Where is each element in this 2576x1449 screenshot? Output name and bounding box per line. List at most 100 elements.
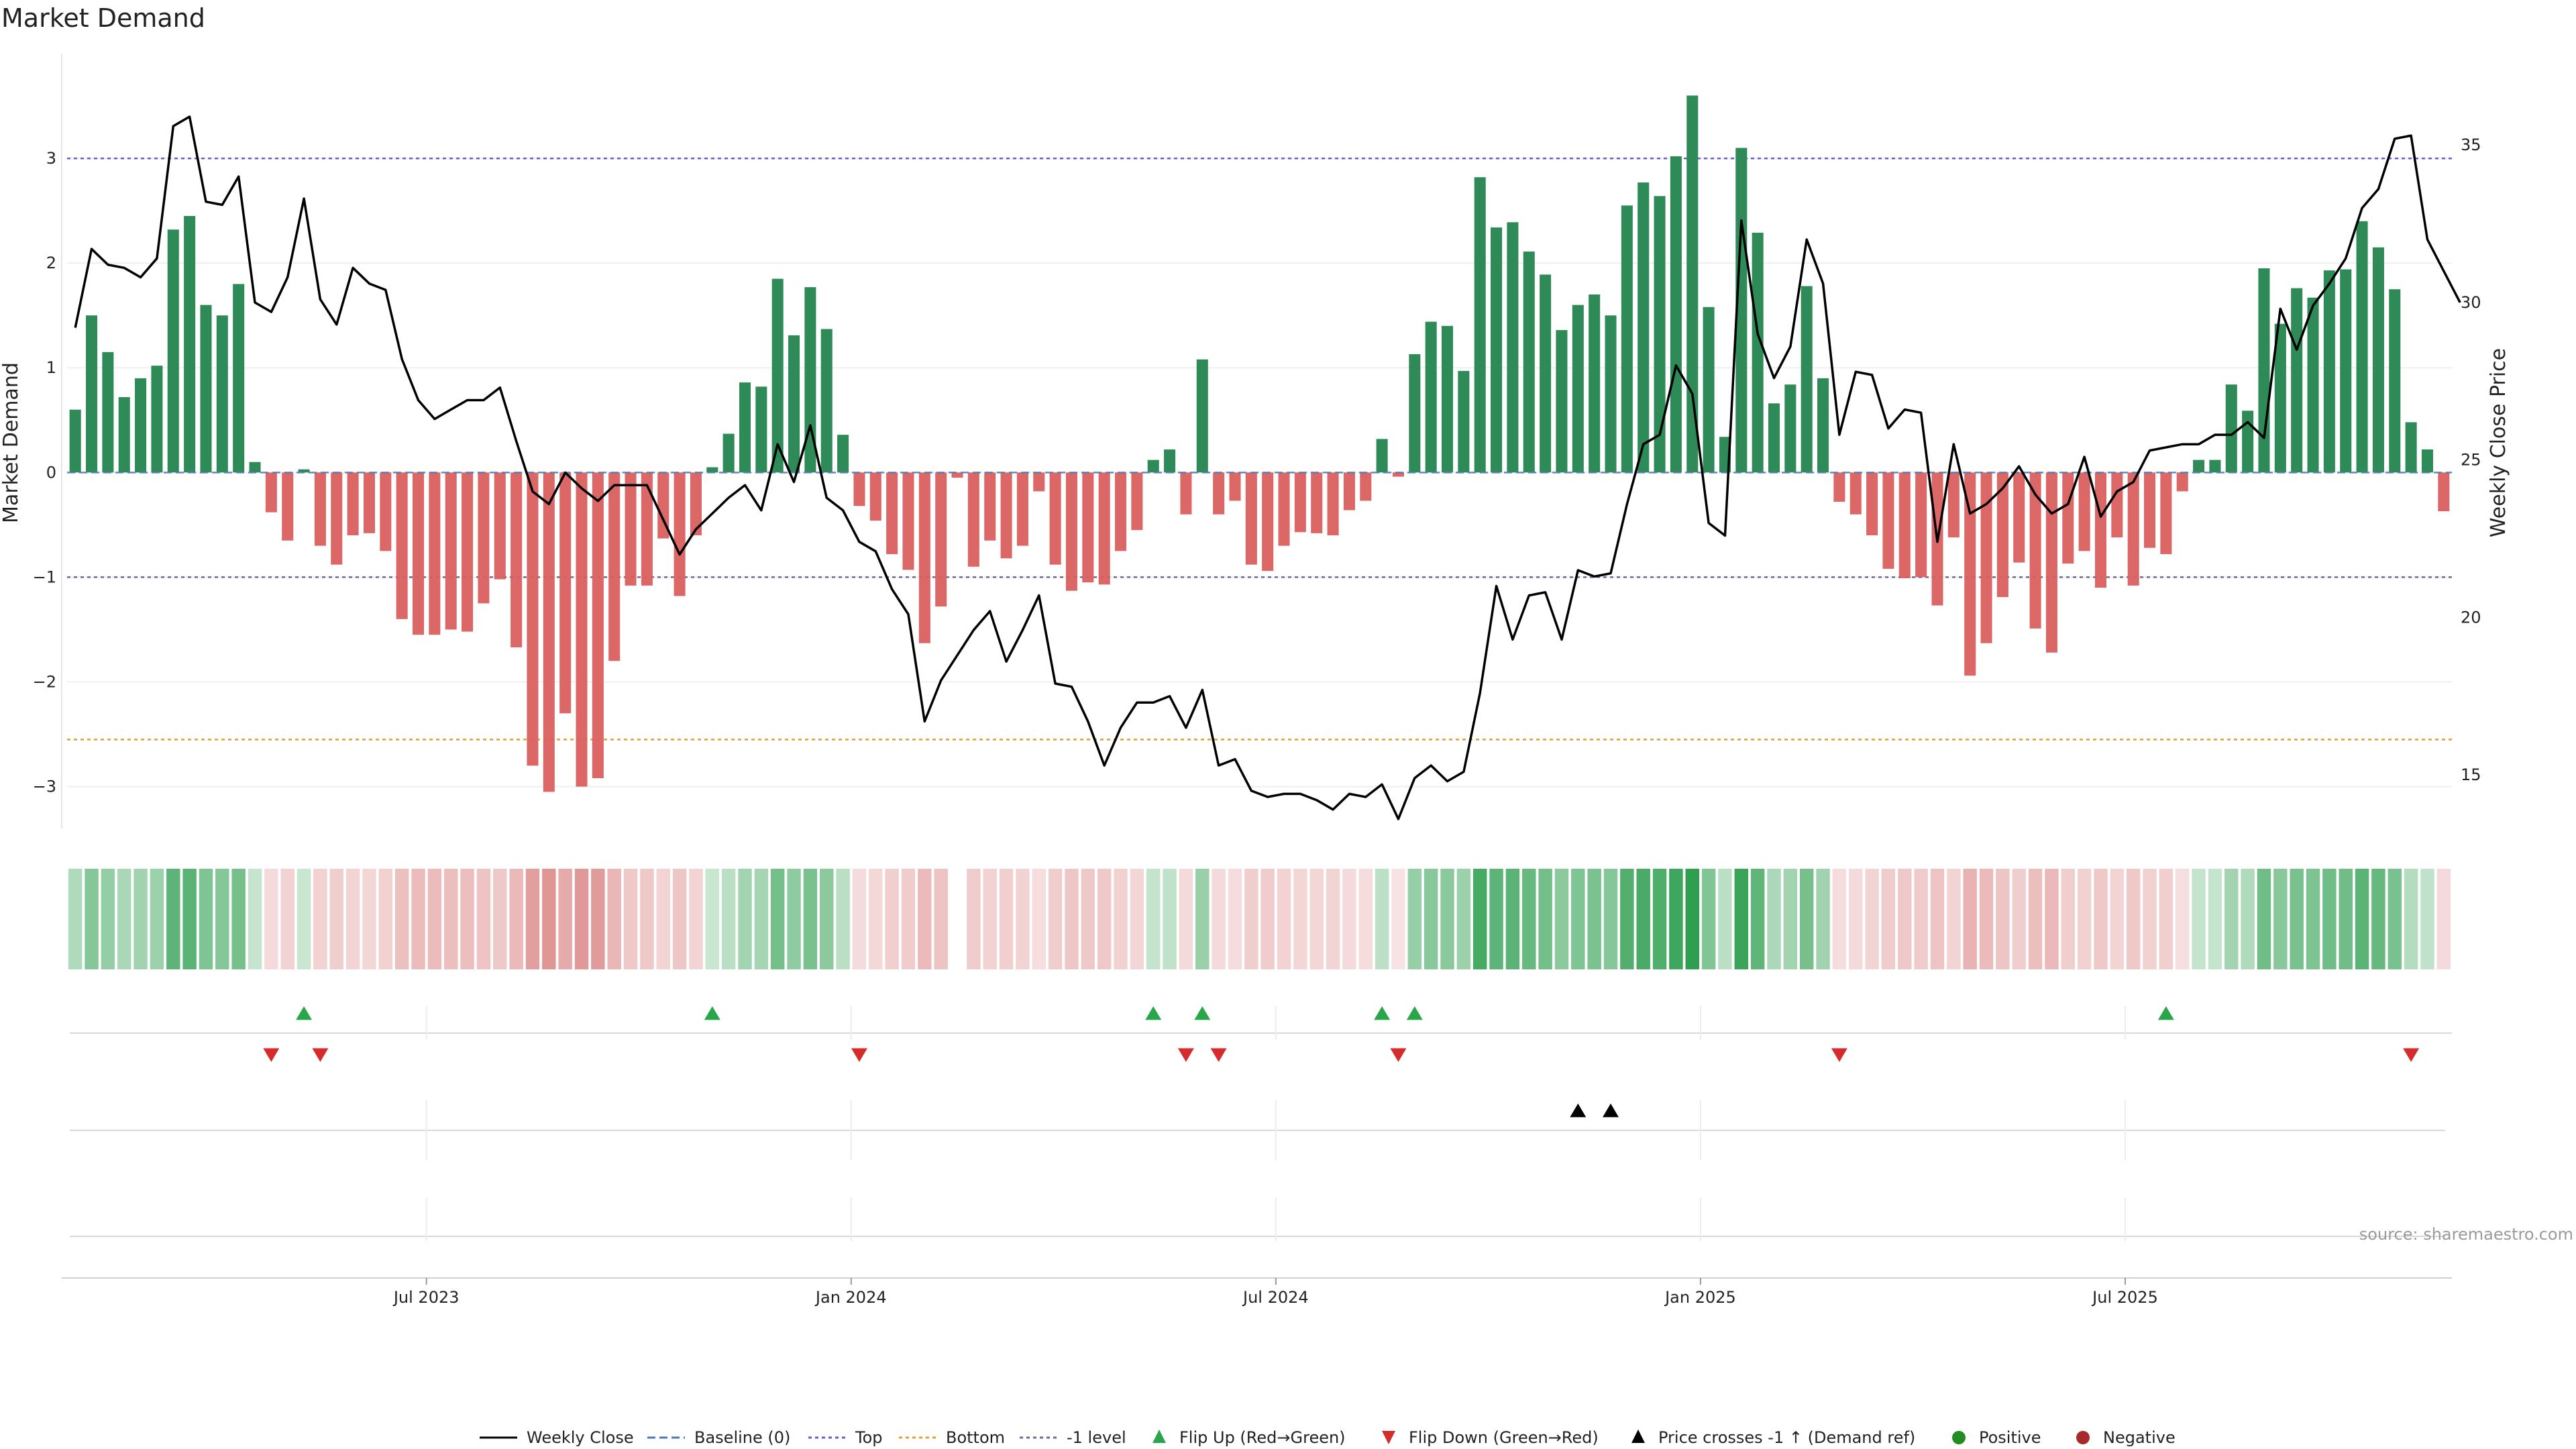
x-ticks: Jul 2023 Jan 2024 Jul 2024 Jan 2025 Jul 2025 bbox=[392, 1278, 2158, 1307]
strip-cell bbox=[738, 869, 752, 969]
demand-bar bbox=[1572, 305, 1584, 473]
demand-bar bbox=[2274, 323, 2286, 473]
demand-bar bbox=[200, 305, 212, 473]
demand-bar bbox=[2193, 460, 2205, 473]
legend-swatch bbox=[2076, 1431, 2090, 1444]
demand-bar bbox=[837, 435, 849, 473]
demand-bar bbox=[788, 335, 800, 473]
strip-cell bbox=[754, 869, 769, 969]
flip-up-marker bbox=[1406, 1006, 1423, 1020]
demand-bar bbox=[641, 472, 653, 586]
demand-bar bbox=[1621, 205, 1633, 473]
demand-bar bbox=[1915, 472, 1927, 578]
strip-cell bbox=[803, 869, 818, 969]
flip-up-marker bbox=[704, 1006, 720, 1020]
strip-cell bbox=[869, 869, 883, 969]
demand-bar bbox=[2029, 472, 2041, 629]
demand-bar bbox=[1801, 286, 1813, 473]
strip-cell bbox=[2143, 869, 2157, 969]
flip-down-marker bbox=[312, 1048, 329, 1062]
demand-bar bbox=[1180, 472, 1192, 515]
demand-bar bbox=[1474, 177, 1486, 473]
demand-bar bbox=[2405, 422, 2417, 473]
demand-bar bbox=[1507, 222, 1519, 473]
flip-down-marker bbox=[1831, 1048, 1847, 1062]
strip-cell bbox=[1587, 869, 1601, 969]
demand-bar bbox=[902, 472, 914, 570]
demand-bar bbox=[2340, 269, 2352, 473]
strip-cell bbox=[2436, 869, 2451, 969]
strip-cell bbox=[1440, 869, 1454, 969]
legend-label: Positive bbox=[1979, 1428, 2041, 1447]
demand-bar bbox=[1213, 472, 1225, 515]
legend-label: Price crosses -1 ↑ (Demand ref) bbox=[1658, 1428, 1915, 1447]
demand-bar bbox=[2045, 472, 2057, 653]
demand-bar bbox=[1898, 472, 1911, 578]
demand-bar bbox=[2372, 247, 2384, 473]
demand-bar bbox=[1082, 472, 1094, 583]
demand-bar bbox=[1245, 472, 1257, 565]
strip-cell bbox=[199, 869, 213, 969]
demand-bar bbox=[86, 315, 98, 473]
demand-bar bbox=[771, 278, 784, 473]
strip-cell bbox=[166, 869, 180, 969]
demand-bar bbox=[1327, 472, 1339, 535]
demand-bar bbox=[657, 472, 669, 539]
demand-bar bbox=[151, 366, 163, 473]
demand-bar bbox=[1589, 294, 1601, 473]
strip-cell bbox=[672, 869, 687, 969]
strip-cell bbox=[1456, 869, 1471, 969]
strip-cell bbox=[1016, 869, 1030, 969]
demand-bar bbox=[543, 472, 555, 792]
demand-bar bbox=[445, 472, 457, 630]
demand-bar bbox=[804, 287, 816, 473]
strip-cell bbox=[1849, 869, 1863, 969]
strip-cell bbox=[297, 869, 311, 969]
demand-bar bbox=[2307, 297, 2319, 473]
strip-cell bbox=[182, 869, 197, 969]
strip-cell bbox=[1342, 869, 1356, 969]
legend-label: Baseline (0) bbox=[694, 1428, 790, 1447]
strip-cell bbox=[117, 869, 131, 969]
demand-bar bbox=[1425, 321, 1437, 473]
demand-bar bbox=[1131, 472, 1143, 531]
demand-bar bbox=[1016, 472, 1028, 546]
strip-cell bbox=[2045, 869, 2059, 969]
strip-cell bbox=[1865, 869, 1879, 969]
strip-cell bbox=[1571, 869, 1585, 969]
strip-cell bbox=[1407, 869, 1422, 969]
y-tick-label: 0 bbox=[46, 463, 56, 482]
strip-cell bbox=[820, 869, 834, 969]
demand-bar bbox=[314, 472, 326, 546]
demand-bar bbox=[1278, 472, 1290, 546]
demand-bar bbox=[1833, 472, 1845, 502]
demand-bar bbox=[2389, 289, 2401, 473]
demand-bar bbox=[1735, 148, 1748, 473]
demand-bar bbox=[478, 472, 490, 604]
strip-cell bbox=[1554, 869, 1569, 969]
strip-cell bbox=[2159, 869, 2174, 969]
strip-cell bbox=[2273, 869, 2288, 969]
demand-bar bbox=[1000, 472, 1012, 559]
legend-label: -1 level bbox=[1067, 1428, 1126, 1447]
demand-bar bbox=[1376, 439, 1388, 473]
demand-bar bbox=[984, 472, 996, 541]
strip-cell bbox=[558, 869, 572, 969]
strip-cell bbox=[689, 869, 703, 969]
strip-cell bbox=[248, 869, 262, 969]
strip-cell bbox=[2012, 869, 2026, 969]
demand-bar bbox=[249, 462, 261, 473]
demand-bar bbox=[1752, 232, 1764, 473]
demand-bar bbox=[2438, 472, 2450, 512]
demand-bar bbox=[576, 472, 588, 787]
y2-tick-label: 15 bbox=[2461, 765, 2481, 784]
strip-cell bbox=[443, 869, 458, 969]
demand-bar bbox=[233, 284, 245, 473]
legend-label: Top bbox=[855, 1428, 883, 1447]
demand-bar bbox=[429, 472, 441, 635]
demand-bar bbox=[216, 315, 228, 473]
strip-cell bbox=[362, 869, 376, 969]
demand-bar bbox=[1964, 472, 1976, 676]
strip-cell bbox=[1636, 869, 1650, 969]
strip-cell bbox=[1816, 869, 1830, 969]
